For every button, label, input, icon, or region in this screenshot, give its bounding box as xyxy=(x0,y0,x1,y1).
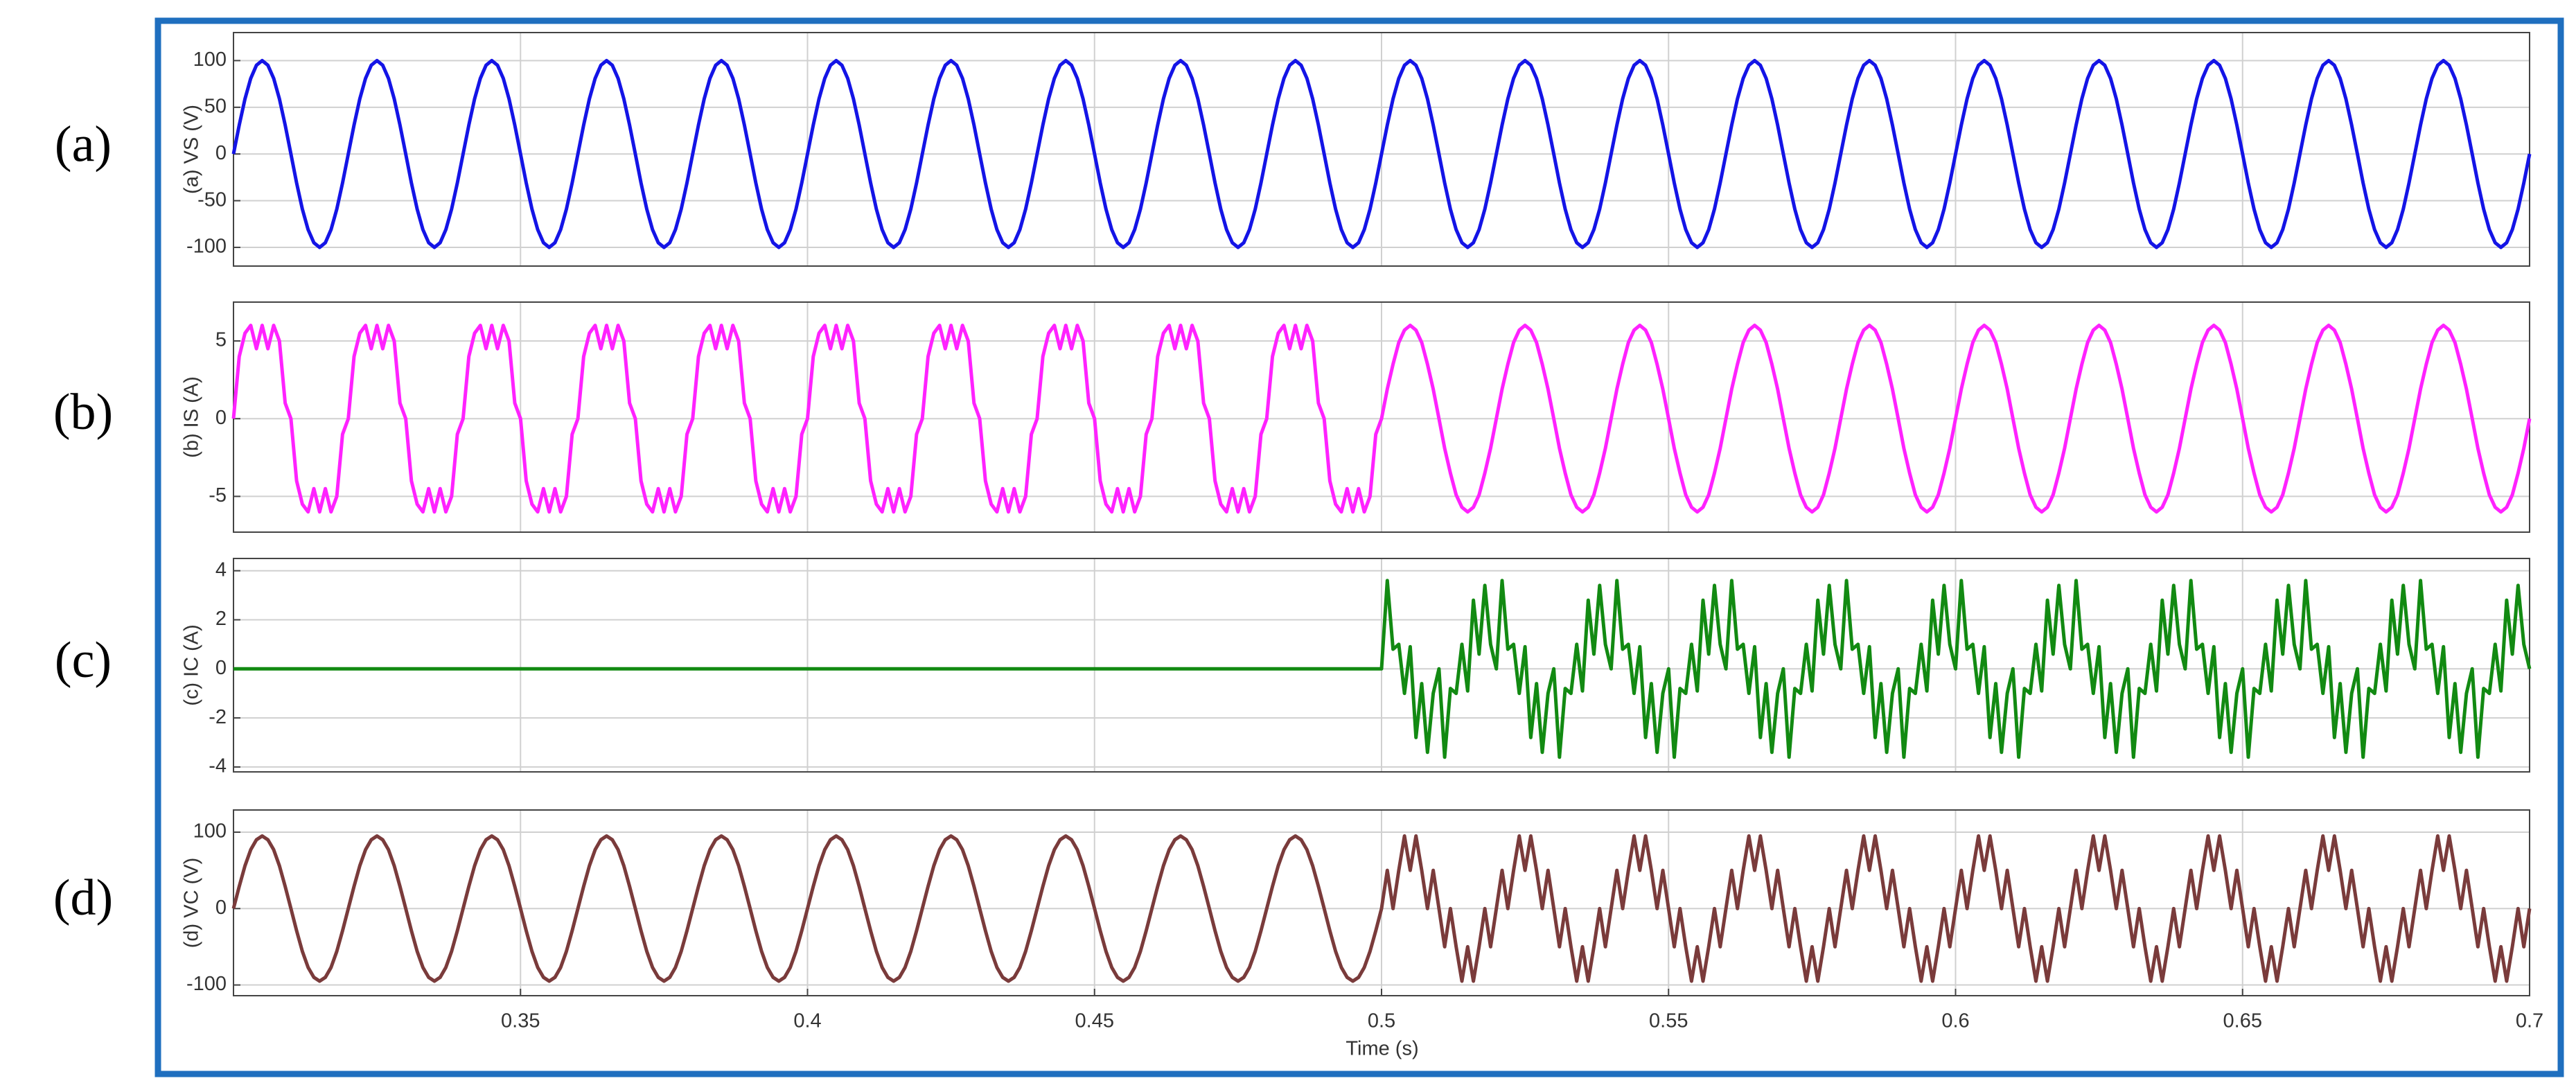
y-tick-label: -100 xyxy=(186,973,227,995)
panel-tag: (c) xyxy=(55,632,112,689)
x-tick-label: 0.6 xyxy=(1941,1010,1969,1032)
y-tick-label: 100 xyxy=(193,49,227,71)
y-tick-label: 100 xyxy=(193,820,227,843)
y-axis-label: (d) VC (V) xyxy=(181,858,203,949)
x-tick-label: 0.7 xyxy=(2516,1010,2543,1032)
x-axis-label: Time (s) xyxy=(1346,1038,1418,1060)
panel-tag: (d) xyxy=(53,870,113,926)
x-tick-label: 0.55 xyxy=(1649,1010,1688,1032)
frame xyxy=(155,17,2564,1077)
y-tick-label: -100 xyxy=(186,236,227,258)
data-line xyxy=(231,324,2532,514)
y-tick-label: 0 xyxy=(215,407,227,429)
data-line xyxy=(231,58,2532,249)
y-tick-label: 50 xyxy=(204,95,227,117)
y-axis-label: (a) VS (V) xyxy=(181,105,203,194)
y-tick-label: 0 xyxy=(215,897,227,919)
y-tick-label: -50 xyxy=(197,188,227,211)
data-line xyxy=(233,579,2532,759)
y-axis-label: (c) IC (A) xyxy=(181,624,203,706)
panel-tag: (b) xyxy=(53,384,113,441)
y-axis-label: (b) IS (A) xyxy=(181,376,203,458)
x-tick-label: 0.35 xyxy=(501,1010,540,1032)
x-tick-label: 0.65 xyxy=(2223,1010,2262,1032)
x-tick-label: 0.5 xyxy=(1368,1010,1395,1032)
x-tick-label: 0.45 xyxy=(1075,1010,1114,1032)
data-line xyxy=(231,834,2532,983)
panel-tag: (a) xyxy=(55,116,112,173)
y-tick-label: 5 xyxy=(215,329,227,351)
y-tick-label: 0 xyxy=(215,657,227,679)
y-tick-label: 2 xyxy=(215,608,227,630)
y-tick-label: 4 xyxy=(215,558,227,581)
y-tick-label: 0 xyxy=(215,142,227,164)
y-tick-label: -4 xyxy=(209,755,227,777)
y-tick-label: -5 xyxy=(209,484,227,507)
y-tick-label: -2 xyxy=(209,706,227,728)
x-tick-label: 0.4 xyxy=(793,1010,821,1032)
